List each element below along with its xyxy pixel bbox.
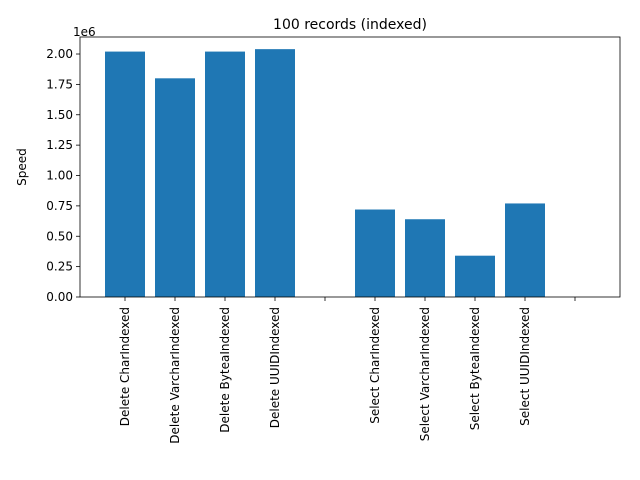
- y-axis-label: Speed: [15, 148, 29, 186]
- chart-title: 100 records (indexed): [273, 17, 427, 33]
- y-tick-label: 2.00: [46, 47, 73, 61]
- y-tick-label: 1.25: [46, 138, 73, 152]
- bar: [405, 219, 445, 297]
- y-tick-label: 1.00: [46, 169, 73, 183]
- bar: [355, 209, 395, 297]
- x-tick-label: Select UUIDIndexed: [518, 307, 532, 426]
- y-tick-label: 0.75: [46, 199, 73, 213]
- x-tick-label: Delete CharIndexed: [118, 307, 132, 426]
- bar: [505, 203, 545, 297]
- bar: [255, 49, 295, 298]
- x-tick-label: Delete UUIDIndexed: [268, 307, 282, 428]
- x-tick-label: Delete ByteaIndexed: [218, 307, 232, 433]
- x-tick-label: Select ByteaIndexed: [468, 307, 482, 430]
- y-tick-label: 1.75: [46, 77, 73, 91]
- y-tick-label: 0.50: [46, 229, 73, 243]
- x-tick-label: Select CharIndexed: [368, 307, 382, 424]
- y-tick-label: 0.25: [46, 260, 73, 274]
- y-tick-label: 1.50: [46, 108, 73, 122]
- y-tick-label: 0.00: [46, 290, 73, 304]
- x-tick-label: Delete VarcharIndexed: [168, 307, 182, 444]
- bar: [105, 51, 145, 297]
- bar: [205, 51, 245, 297]
- y-axis-scale-label: 1e6: [73, 25, 96, 39]
- bar: [155, 78, 195, 297]
- bar: [455, 255, 495, 297]
- x-tick-label: Select VarcharIndexed: [418, 307, 432, 441]
- plot-frame: [79, 36, 621, 298]
